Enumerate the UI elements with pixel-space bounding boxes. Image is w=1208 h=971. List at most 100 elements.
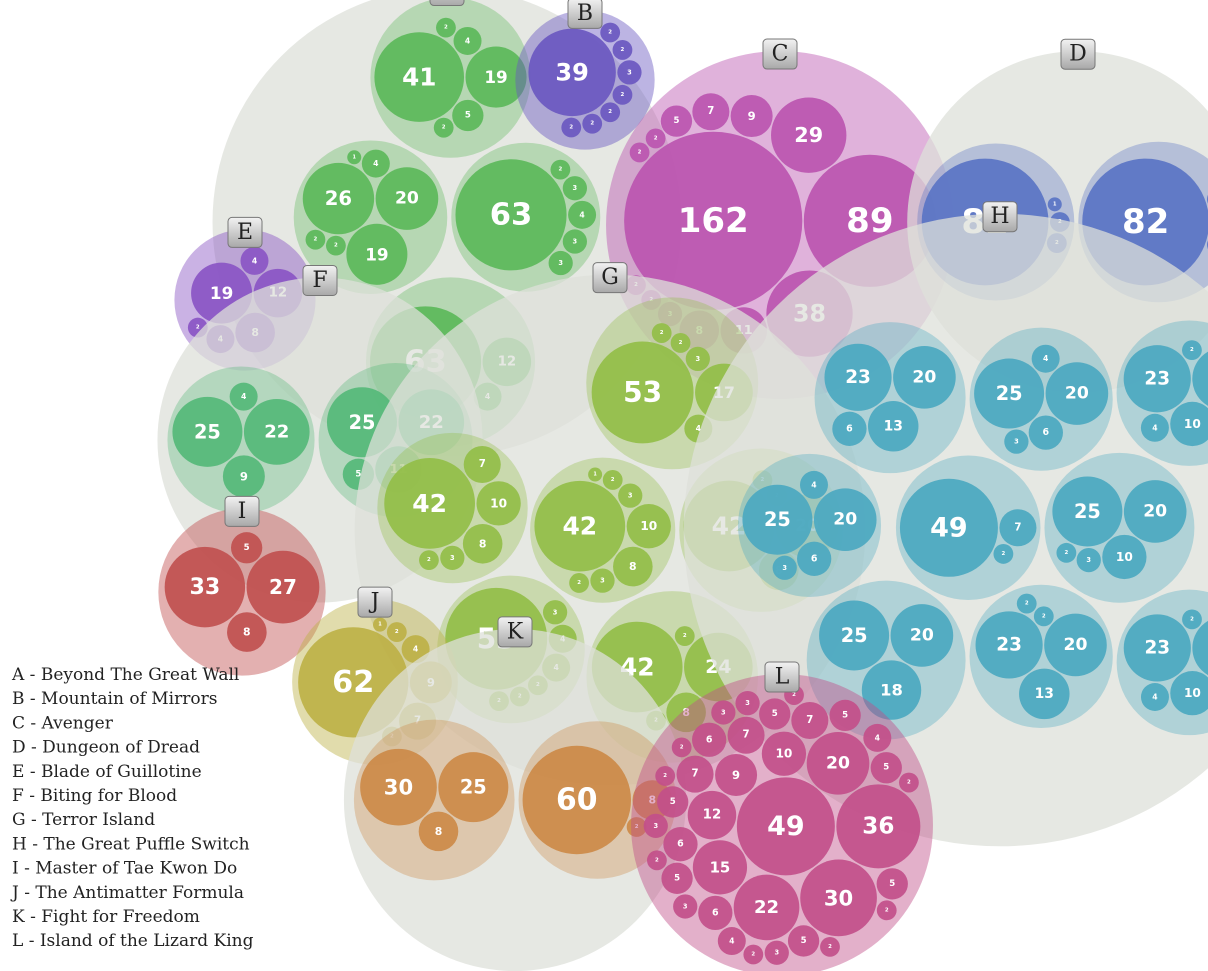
bubble-label: 2 [679,340,683,346]
bubble [561,117,582,138]
bubble [562,229,587,254]
bubble-label: 2 [590,121,594,127]
group-label: B [577,1,593,26]
bubble-label: 2 [660,330,664,336]
group-label: D [1069,42,1087,67]
bubble-label: 49 [930,512,968,543]
bubble-label: 1 [378,622,382,628]
bubble-label: 3 [745,699,750,707]
bubble-label: 3 [573,184,578,192]
bubble-label: 22 [264,421,289,442]
bubble-label: 4 [875,733,880,742]
bubble [438,752,509,823]
bubble [676,755,714,793]
bubble [651,323,672,343]
bubble [657,786,689,818]
bubble-label: 42 [562,512,597,541]
bubble-label: 8 [243,626,251,639]
bubble [455,159,567,271]
group-label: K [507,619,524,644]
bubble-label: 22 [754,897,779,918]
group-label-box [1060,38,1096,70]
bubble [733,874,800,941]
bubble [453,26,482,55]
bubble-label: 1 [593,472,597,478]
bubble-label: 10 [1184,686,1201,700]
bubble [1047,197,1062,212]
bubble-label: 3 [573,238,578,246]
bubble [975,611,1043,679]
bubble [361,149,390,178]
bubble [591,341,694,444]
bubble-label: 33 [189,574,220,600]
bubble [240,246,269,275]
bubble-label: 5 [670,797,676,807]
bubble-label: 8 [629,560,637,573]
bubble-label: 20 [1063,635,1087,655]
bubble [836,784,921,869]
bubble [542,600,568,625]
group-label: J [369,590,380,615]
bubble-label: 6 [677,839,684,850]
bubble-label: 2 [1001,551,1005,557]
bubble-label: 2 [569,124,573,130]
bubble-label: 2 [1064,550,1068,556]
group-label: C [772,42,789,67]
bubble [730,95,773,138]
bubble [868,401,919,452]
bubble-label: 5 [673,116,679,126]
bubble-label: 10 [1116,550,1133,564]
bubble [899,478,998,577]
bubble-label: 7 [692,769,699,780]
bubble-label: 5 [772,709,778,719]
bubble [759,698,791,730]
bubble-label: 1 [1053,201,1057,207]
bubble [1140,413,1169,442]
bubble-label: 30 [384,775,413,800]
bubble-label: 20 [826,753,850,773]
bubble [666,692,706,733]
bubble [736,777,835,876]
bubble [436,17,456,38]
group-label: I [238,499,247,524]
group-label-box [592,262,628,294]
group-label: G [601,265,619,290]
group-label-box [302,264,338,296]
bubble [1031,344,1060,373]
bubble [670,333,691,353]
bubble-label: 23 [1144,637,1170,658]
bubble-label: 5 [465,110,471,120]
bubble [1102,534,1147,580]
bubble [1123,614,1191,682]
bubble [863,723,892,752]
bubble [374,32,465,122]
bubble-label: 2 [1190,616,1194,622]
bubble [743,944,764,965]
group-label: L [775,665,790,690]
bubble-label: 3 [627,68,632,76]
bubble-label: 25 [349,411,376,434]
bubble-label: 3 [1086,556,1091,564]
bubble [528,28,616,117]
bubble-label: 20 [910,625,934,645]
bubble [1033,606,1054,627]
bubble-label: 5 [674,873,680,883]
group-label-box [357,586,393,618]
bubble-label: 10 [490,496,507,510]
bubble [832,411,867,446]
bubble-label: 62 [332,665,374,700]
bubble [813,488,877,552]
bubble [735,691,760,716]
bubble-label: 2 [638,149,642,155]
bubble-label: 2 [608,30,612,36]
bubble [791,701,829,739]
bubble [761,731,807,776]
group-label: A [438,0,456,3]
bubble [612,40,633,60]
bubble [384,458,476,549]
bubble-label: 3 [553,608,558,616]
bubble [660,105,693,137]
legend-entry: C - Avenger [12,713,114,733]
bubble-label: 5 [801,936,807,946]
bubble-label: 7 [479,459,486,470]
